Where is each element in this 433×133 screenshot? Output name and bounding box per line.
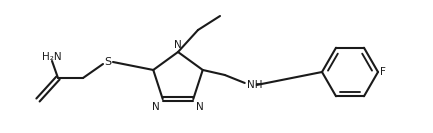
Text: N: N [196,102,204,112]
Text: S: S [104,57,112,67]
Text: N: N [152,102,160,112]
Text: H₂N: H₂N [42,52,61,62]
Text: N: N [174,40,182,50]
Text: F: F [380,67,386,77]
Text: NH: NH [247,80,262,90]
